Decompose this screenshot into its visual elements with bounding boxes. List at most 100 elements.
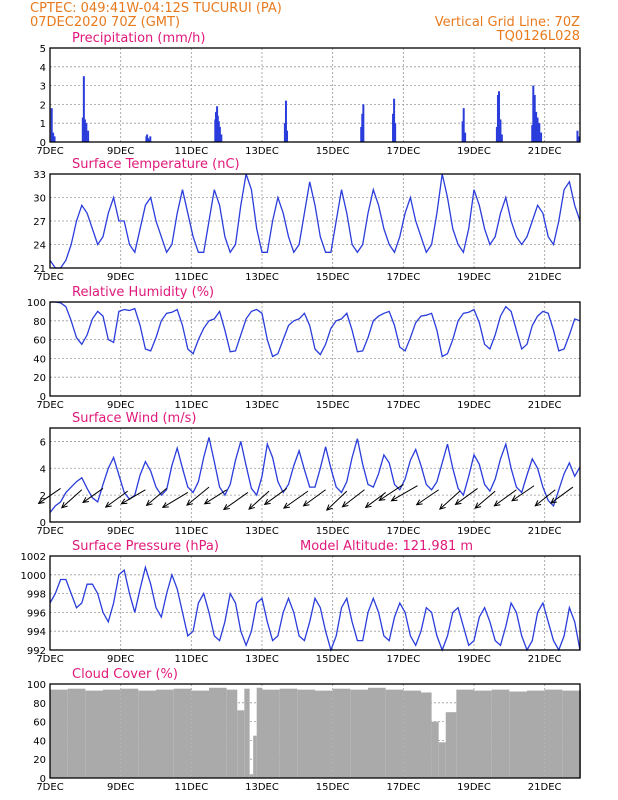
temp-xtick-label: 13DEC	[245, 272, 279, 283]
temp-title: Surface Temperature (nC)	[72, 157, 240, 172]
precip-bar	[531, 125, 534, 142]
wind-title: Surface Wind (m/s)	[72, 411, 196, 426]
wind-direction-arrow	[341, 489, 365, 508]
precip-bar	[284, 100, 287, 142]
wind-ytick-label: 6	[40, 437, 46, 448]
wind-direction-arrow	[415, 489, 439, 506]
precip-bar	[533, 95, 536, 142]
pres-panel: 992 994 996 998 1000 1002 7DEC 9DEC 11DEC 13DEC 15…	[21, 539, 581, 665]
pres-title: Surface Pressure (hPa)	[72, 539, 219, 554]
precip-bar	[495, 126, 498, 142]
cloud-xtick-label: 13DEC	[245, 782, 279, 793]
wind-xtick-label: 13DEC	[245, 526, 279, 537]
cloud-bar	[315, 690, 333, 778]
precip-xtick-label: 7DEC	[36, 146, 63, 157]
cloud-xtick-label: 7DEC	[36, 782, 63, 793]
header-station: CPTEC: 049:41W-04:12S TUCURUI (PA)	[30, 1, 282, 16]
precip-bar	[538, 123, 541, 142]
wind-direction-arrow	[60, 489, 83, 509]
cloud-bar	[438, 742, 446, 778]
wind-series-line	[49, 437, 581, 514]
rh-ytick-label: 60	[33, 336, 46, 347]
precip-bar	[146, 134, 149, 142]
wind-direction-arrow	[534, 489, 556, 507]
wind-direction-arrow	[439, 490, 461, 510]
pres-xtick-label: 19DEC	[457, 654, 491, 665]
temp-xtick-label: 15DEC	[316, 272, 350, 283]
cloud-bar	[226, 689, 238, 778]
cloud-ytick-label: 0	[40, 774, 46, 785]
precip-bar	[577, 136, 580, 142]
cloud-bar	[491, 689, 510, 778]
precip-bar	[215, 111, 218, 142]
rh-ytick-label: 0	[40, 392, 46, 403]
precip-bar	[496, 95, 499, 142]
temp-xtick-label: 17DEC	[386, 272, 420, 283]
precip-bar	[500, 134, 503, 142]
rh-xtick-label: 19DEC	[457, 400, 491, 411]
cloud-xtick-label: 19DEC	[457, 782, 491, 793]
cloud-bar	[156, 689, 174, 778]
pres-xtick-label: 11DEC	[174, 654, 208, 665]
temp-series-line	[49, 173, 581, 269]
precip-bar	[87, 130, 90, 142]
temp-ytick-label: 33	[33, 170, 46, 181]
precip-bar	[498, 91, 501, 142]
precip-bar	[499, 119, 502, 142]
wind-direction-arrow	[474, 490, 496, 509]
wind-direction-arrow	[248, 490, 270, 510]
precip-bar	[85, 123, 88, 142]
precip-bar	[83, 119, 86, 142]
precip-xtick-label: 19DEC	[457, 146, 491, 157]
precip-bar	[576, 130, 579, 142]
wind-direction-arrow	[390, 485, 418, 502]
precip-bar	[461, 121, 464, 142]
precip-ytick-label: 4	[40, 63, 46, 74]
wind-direction-arrow	[454, 488, 478, 506]
cloud-bar	[474, 690, 492, 778]
cloud-bar	[237, 710, 245, 778]
precip-xtick-label: 17DEC	[386, 146, 420, 157]
cloud-bar	[67, 688, 86, 778]
precip-panel: 0 1 2 3 4 5 7DEC 9DEC 11DEC 13DEC 15DEC 17DEC 19DEC 2…	[36, 31, 581, 157]
pres-ytick-label: 1002	[21, 552, 46, 563]
precip-bar	[81, 117, 84, 142]
precip-xtick-label: 11DEC	[174, 146, 208, 157]
temp-frame	[49, 173, 581, 269]
precip-bar	[392, 113, 395, 142]
temp-xtick-label: 9DEC	[107, 272, 134, 283]
temp-xtick-label: 11DEC	[174, 272, 208, 283]
precip-frame	[49, 47, 581, 143]
wind-direction-arrow	[550, 486, 574, 504]
precip-ytick-label: 1	[40, 119, 46, 130]
cloud-bar	[332, 688, 351, 778]
rh-ytick-label: 40	[33, 354, 46, 365]
wind-direction-arrow	[222, 492, 249, 511]
pres-xtick-label: 21DEC	[528, 654, 562, 665]
wind-direction-arrow	[203, 489, 227, 505]
pres-ytick-label: 1000	[21, 571, 46, 582]
wind-direction-arrow	[161, 492, 189, 509]
rh-xtick-label: 7DEC	[36, 400, 63, 411]
cloud-bar	[562, 690, 580, 778]
wind-direction-arrow	[282, 490, 309, 509]
cloud-ytick-label: 100	[27, 680, 46, 691]
wind-direction-arrow	[263, 488, 288, 506]
precip-xtick-label: 21DEC	[528, 146, 562, 157]
wind-xtick-label: 9DEC	[107, 526, 134, 537]
cloud-bar	[249, 774, 254, 778]
pres-model-altitude: Model Altitude: 121.981 m	[300, 539, 473, 554]
cloud-bar	[544, 689, 563, 778]
precip-bar	[53, 136, 56, 142]
wind-direction-arrow	[302, 489, 326, 507]
cloud-bar	[103, 689, 121, 778]
precip-bar	[394, 123, 397, 142]
cloud-bar	[431, 721, 439, 778]
rh-ytick-label: 20	[33, 373, 46, 384]
cloud-bar	[256, 687, 262, 778]
cloud-bar	[297, 689, 315, 778]
cloud-bar	[385, 689, 404, 778]
precip-bar	[50, 108, 53, 142]
rh-ytick-label: 100	[27, 298, 46, 309]
